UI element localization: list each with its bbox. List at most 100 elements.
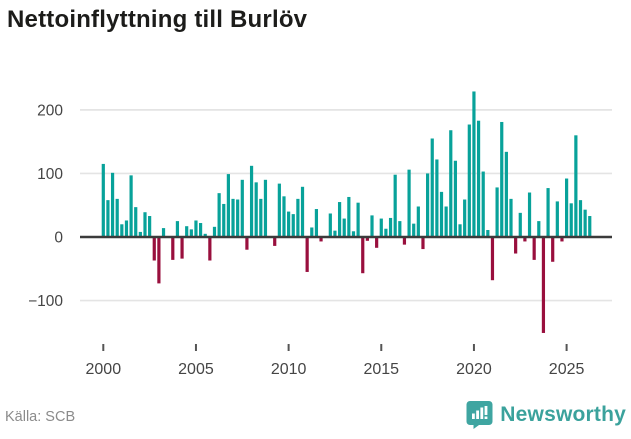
bar	[333, 230, 337, 237]
bar	[453, 160, 458, 237]
bar	[569, 203, 573, 237]
bar	[495, 187, 499, 237]
bar	[203, 233, 207, 237]
bar	[398, 221, 402, 237]
bar	[490, 237, 495, 281]
bar	[305, 237, 309, 272]
bar	[217, 193, 221, 237]
bar	[518, 212, 522, 237]
bar	[319, 237, 323, 242]
bar	[514, 237, 518, 254]
bar	[347, 196, 351, 237]
bar	[157, 237, 161, 284]
page-title: Nettoinflyttning till Burlöv	[7, 6, 308, 33]
bar	[351, 231, 356, 237]
bar	[185, 226, 189, 237]
bar	[565, 178, 569, 237]
bar	[467, 124, 471, 237]
bar	[277, 183, 281, 237]
bar	[101, 163, 105, 237]
bar	[287, 211, 291, 237]
bar	[523, 237, 527, 242]
y-tick-label: −100	[28, 293, 63, 310]
y-tick-label: 0	[54, 230, 63, 247]
bar	[426, 173, 430, 237]
bar	[356, 202, 360, 237]
bar	[328, 213, 332, 237]
bar	[212, 226, 217, 237]
y-tick-label: 200	[37, 102, 63, 119]
bar	[259, 198, 263, 237]
bar	[588, 216, 592, 237]
bar	[527, 192, 532, 237]
bar	[314, 209, 319, 237]
bar	[476, 120, 481, 237]
bar	[412, 223, 416, 237]
bar	[541, 237, 546, 333]
bar	[430, 138, 434, 237]
bar	[458, 224, 462, 237]
bar	[504, 151, 508, 237]
bar	[300, 186, 305, 237]
newsworthy-logo-icon	[466, 400, 493, 429]
bar	[421, 237, 425, 250]
bar	[532, 237, 536, 260]
bar	[161, 228, 166, 237]
x-tick-label: 2000	[86, 361, 122, 378]
bar	[175, 221, 180, 237]
bar	[361, 237, 365, 274]
bar	[402, 237, 407, 245]
bar	[115, 198, 119, 237]
x-tick-label: 2005	[178, 361, 214, 378]
bar	[208, 237, 212, 261]
bar	[245, 237, 249, 250]
bar	[500, 121, 504, 237]
bar	[236, 199, 240, 237]
bar	[384, 228, 388, 237]
bar	[194, 220, 198, 237]
bar	[546, 188, 550, 237]
bar	[282, 196, 286, 237]
source-note: Källa: SCB	[5, 409, 76, 425]
x-tick-label: 2020	[456, 361, 492, 378]
bar-chart-svg: 200 100 0 −100 2000 2005 2010 2015 2020 2025	[28, 91, 612, 378]
bar	[291, 214, 295, 237]
bar	[444, 206, 448, 237]
bar	[106, 200, 110, 237]
footer: Källa: SCB Newsworthy	[0, 397, 631, 431]
bar	[407, 169, 411, 237]
bar	[198, 223, 203, 237]
bar	[124, 220, 129, 237]
bar	[449, 130, 453, 237]
newsworthy-brand-text: Newsworthy	[500, 402, 626, 426]
bar	[435, 159, 439, 237]
bar	[486, 230, 490, 237]
bar	[249, 165, 254, 237]
bar	[416, 206, 420, 237]
bar	[222, 203, 226, 237]
bar	[560, 237, 564, 242]
bar	[509, 198, 513, 237]
bar	[110, 172, 115, 237]
newsworthy-brand-link[interactable]: Newsworthy	[466, 400, 626, 429]
bar	[481, 171, 485, 237]
bar	[171, 237, 175, 260]
bar	[578, 200, 583, 237]
bar	[574, 135, 578, 237]
chart-area: 200 100 0 −100 2000 2005 2010 2015 2020 2025	[0, 72, 631, 387]
bar	[439, 191, 444, 237]
x-tick-label: 2010	[271, 361, 307, 378]
bar	[537, 221, 541, 237]
bar	[472, 91, 476, 237]
x-tick-label: 2025	[549, 361, 585, 378]
bar	[388, 217, 393, 237]
bar	[375, 237, 379, 248]
bar	[134, 207, 138, 237]
bar	[138, 231, 142, 237]
bar	[379, 218, 383, 237]
bar	[310, 227, 314, 237]
x-tick-label: 2015	[363, 361, 399, 378]
bar	[189, 229, 193, 237]
bar	[226, 174, 230, 237]
